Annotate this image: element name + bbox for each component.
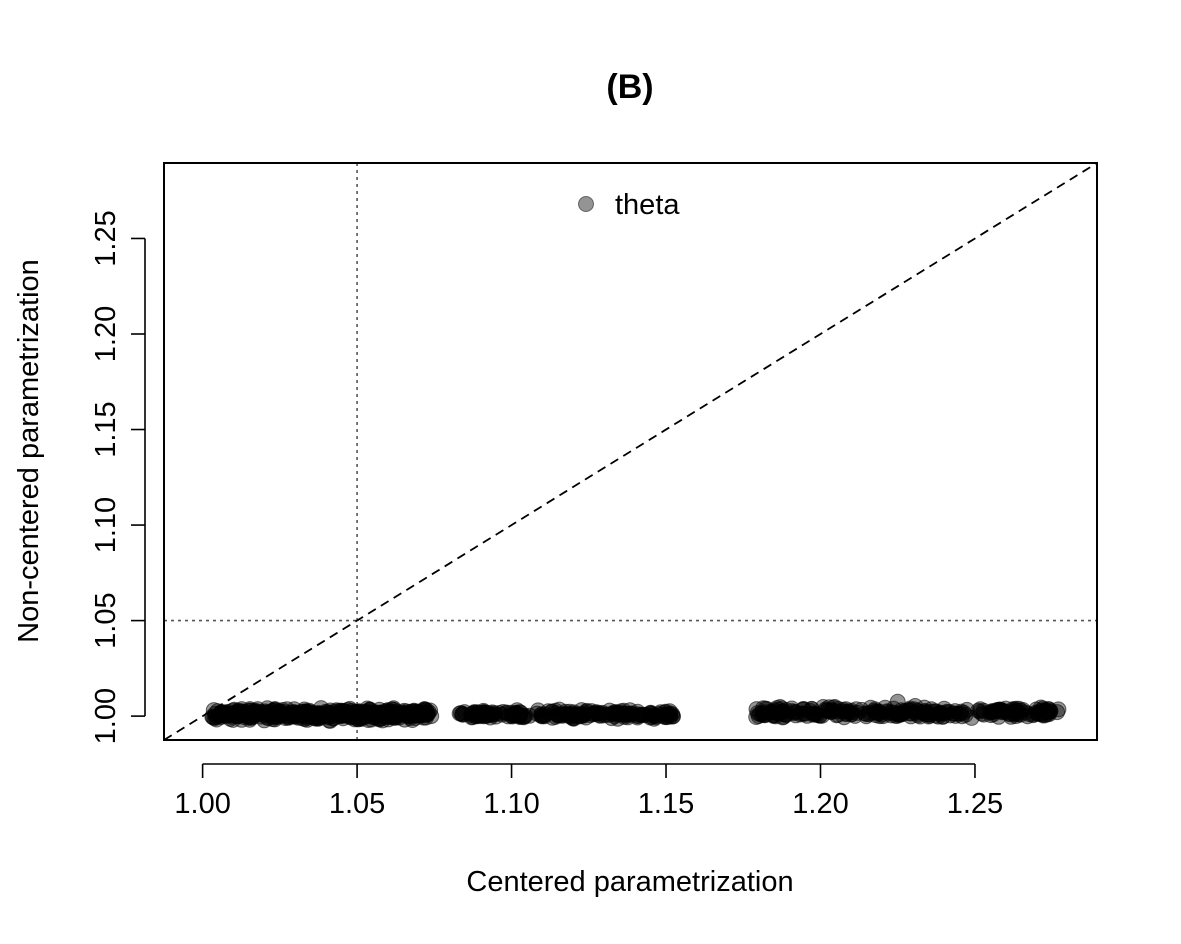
data-point bbox=[843, 702, 860, 719]
data-point bbox=[947, 705, 964, 722]
x-axis: 1.00 1.05 1.10 1.15 1.20 1.25 bbox=[174, 763, 1003, 820]
data-point bbox=[981, 704, 998, 721]
plot-frame bbox=[163, 162, 1098, 741]
data-point bbox=[422, 702, 439, 719]
data-point bbox=[935, 708, 952, 725]
data-point bbox=[903, 705, 920, 722]
legend-marker-theta bbox=[578, 196, 594, 212]
legend: theta bbox=[578, 189, 680, 221]
data-point bbox=[385, 700, 402, 717]
data-point bbox=[1050, 701, 1067, 718]
data-point bbox=[217, 707, 234, 724]
data-point bbox=[423, 708, 440, 725]
data-point bbox=[237, 703, 254, 720]
data-point bbox=[277, 710, 294, 726]
data-point bbox=[544, 703, 560, 720]
data-point bbox=[775, 706, 792, 723]
data-point bbox=[310, 709, 327, 726]
data-point bbox=[613, 705, 630, 722]
data-points bbox=[204, 693, 1067, 729]
y-tick-label: 1.15 bbox=[90, 401, 122, 457]
data-point bbox=[534, 707, 551, 724]
data-point bbox=[578, 703, 595, 720]
data-point bbox=[1010, 700, 1027, 717]
data-point bbox=[1041, 704, 1058, 721]
chart-title: (B) bbox=[606, 68, 653, 106]
data-point bbox=[756, 704, 773, 721]
data-point bbox=[1010, 706, 1027, 722]
y-tick-label: 1.20 bbox=[90, 306, 122, 362]
identity-diagonal-line bbox=[163, 162, 1098, 741]
data-point bbox=[564, 706, 581, 723]
data-point bbox=[298, 707, 315, 724]
data-point bbox=[565, 704, 582, 721]
x-tick-label: 1.05 bbox=[329, 788, 385, 820]
data-point bbox=[794, 701, 811, 718]
legend-label-theta: theta bbox=[615, 189, 680, 221]
data-point bbox=[820, 703, 837, 720]
data-point bbox=[907, 698, 924, 714]
x-tick-label: 1.25 bbox=[947, 788, 1003, 820]
y-tick-label: 1.00 bbox=[90, 688, 122, 744]
data-point bbox=[506, 707, 523, 724]
data-point bbox=[647, 707, 663, 724]
data-point bbox=[642, 704, 659, 721]
data-point bbox=[997, 704, 1014, 721]
data-point bbox=[362, 704, 378, 721]
data-point bbox=[975, 702, 992, 719]
x-tick-label: 1.00 bbox=[174, 788, 230, 820]
data-point bbox=[664, 706, 681, 723]
data-point bbox=[861, 704, 878, 721]
y-tick-label: 1.05 bbox=[90, 592, 122, 648]
data-point bbox=[973, 705, 990, 722]
data-point bbox=[409, 706, 426, 722]
data-point bbox=[930, 708, 947, 725]
x-axis-label: Centered parametrization bbox=[466, 866, 793, 898]
y-tick-label: 1.25 bbox=[90, 210, 122, 266]
data-point bbox=[404, 706, 421, 723]
plot-area bbox=[163, 162, 1098, 741]
reference-lines bbox=[163, 162, 1098, 741]
y-axis-label: Non-centered parametrization bbox=[13, 259, 45, 643]
x-tick-label: 1.20 bbox=[792, 788, 848, 820]
y-tick-label: 1.10 bbox=[90, 497, 122, 553]
data-point bbox=[815, 699, 832, 715]
data-point bbox=[607, 704, 623, 720]
y-axis: 1.00 1.05 1.10 1.15 1.20 1.25 bbox=[90, 210, 146, 744]
data-point bbox=[342, 707, 358, 724]
data-point bbox=[889, 693, 906, 710]
x-tick-label: 1.15 bbox=[638, 788, 694, 820]
data-point bbox=[577, 705, 594, 721]
data-point bbox=[363, 711, 380, 728]
data-point bbox=[346, 707, 363, 724]
data-point bbox=[210, 707, 227, 724]
x-tick-label: 1.10 bbox=[483, 788, 539, 820]
data-point bbox=[883, 707, 899, 724]
data-point bbox=[592, 705, 609, 722]
data-point bbox=[620, 705, 636, 722]
data-point bbox=[472, 708, 489, 725]
